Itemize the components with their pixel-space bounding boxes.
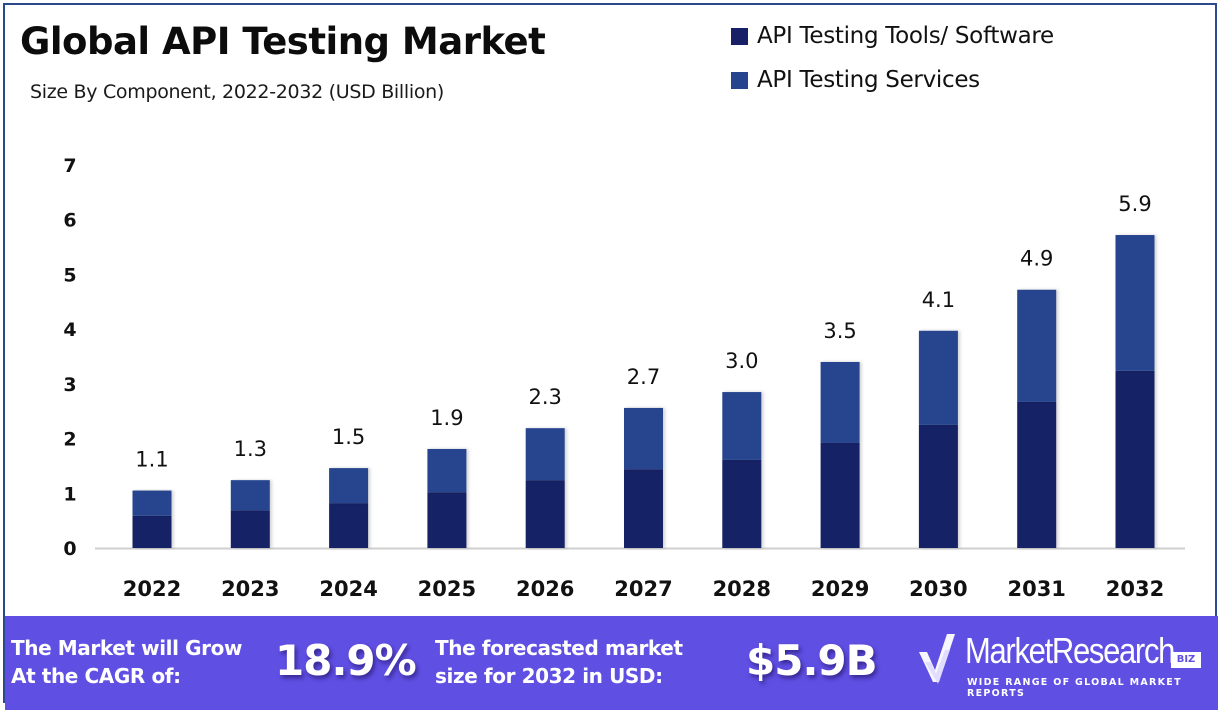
forecast-label: The forecasted market size for 2032 in U… (435, 634, 683, 690)
bar-segment-tools (918, 424, 958, 548)
bar-segment-services (722, 392, 762, 460)
x-tick-label: 2027 (614, 577, 672, 601)
x-tick-label: 2032 (1106, 577, 1164, 601)
data-label: 2.3 (528, 385, 561, 409)
bar-segment-tools (624, 469, 663, 548)
bar-segment-services (132, 490, 172, 516)
legend-label-services: API Testing Services (757, 67, 980, 93)
bar-segment-tools (329, 503, 369, 548)
legend-label-tools: API Testing Tools/ Software (757, 23, 1054, 49)
forecast-label-line2: size for 2032 in USD: (435, 664, 663, 688)
cagr-label-line1: The Market will Grow (11, 636, 243, 660)
chart-subtitle: Size By Component, 2022-2032 (USD Billio… (30, 81, 445, 103)
bar-segment-services (820, 361, 860, 443)
bar-segment-services (329, 468, 369, 504)
cagr-value: 18.9% (275, 636, 417, 685)
y-tick-label: 4 (63, 319, 76, 341)
x-tick-label: 2025 (418, 577, 476, 601)
y-tick-label: 0 (63, 538, 76, 560)
chart-frame (3, 3, 1217, 703)
data-label: 4.1 (922, 288, 955, 312)
x-tick-label: 2031 (1007, 577, 1065, 601)
bar-segment-services (1115, 235, 1155, 371)
forecast-value: $5.9B (746, 636, 878, 685)
chart-title: Global API Testing Market (20, 20, 546, 63)
x-tick-label: 2024 (319, 577, 377, 601)
bar-segment-services (525, 428, 565, 481)
checkmark-logo-icon (919, 634, 955, 684)
bar-segment-tools (722, 459, 762, 548)
y-tick-label: 3 (63, 374, 76, 396)
data-label: 5.9 (1118, 192, 1151, 216)
legend-item-tools: API Testing Tools/ Software (731, 14, 1054, 58)
y-tick-label: 5 (63, 264, 76, 286)
data-label: 4.9 (1020, 247, 1053, 271)
logo-name: MarketResearch (965, 630, 1175, 671)
data-label: 1.9 (430, 406, 463, 430)
bar-segment-services (918, 330, 958, 425)
bar-segment-services (1017, 289, 1057, 402)
data-label: 2.7 (627, 365, 660, 389)
legend-item-services: API Testing Services (731, 58, 1054, 102)
x-tick-label: 2030 (909, 577, 967, 601)
logo-tagline: WIDE RANGE OF GLOBAL MARKET REPORTS (967, 677, 1182, 699)
x-tick-label: 2029 (811, 577, 869, 601)
legend-swatch-services (731, 71, 748, 89)
bar-segment-tools (132, 515, 172, 548)
data-label: 3.5 (823, 319, 856, 343)
x-tick-label: 2023 (221, 577, 279, 601)
x-tick-label: 2026 (516, 577, 574, 601)
cagr-label-line2: At the CAGR of: (11, 664, 181, 688)
y-tick-label: 2 (63, 429, 76, 451)
y-tick-label: 6 (63, 210, 76, 232)
footer-banner: The Market will Grow At the CAGR of: 18.… (5, 616, 1218, 710)
bar-segment-services (427, 448, 467, 493)
legend-swatch-tools (731, 27, 748, 45)
y-tick-label: 1 (63, 483, 76, 505)
bar-segment-tools (230, 510, 270, 548)
forecast-label-line1: The forecasted market (435, 636, 683, 660)
x-tick-label: 2022 (123, 577, 181, 601)
x-tick-label: 2028 (713, 577, 771, 601)
data-label: 3.0 (725, 349, 758, 373)
cagr-label: The Market will Grow At the CAGR of: (11, 634, 242, 690)
bar-segment-tools (525, 480, 565, 548)
data-label: 1.3 (234, 437, 267, 461)
bar-segment-services (624, 407, 663, 470)
marketresearch-logo: MarketResearch BIZ WIDE RANGE OF GLOBAL … (917, 630, 1207, 699)
bar-segment-tools (820, 442, 860, 548)
data-label: 1.1 (135, 448, 168, 472)
logo-badge: BIZ (1171, 652, 1201, 668)
legend: API Testing Tools/ Software API Testing … (731, 14, 1054, 102)
bar-chart: 0 1 2 3 4 5 6 7 1.1 2022 1.3 2023 1.5 2024 1.9 2025 2.3 2… (63, 155, 1185, 601)
bar-segment-tools (1115, 370, 1155, 548)
data-label: 1.5 (332, 425, 365, 449)
bar-segment-tools (1017, 401, 1057, 548)
y-tick-label: 7 (63, 155, 76, 177)
bar-segment-tools (427, 492, 467, 548)
bar-segment-services (230, 480, 270, 511)
